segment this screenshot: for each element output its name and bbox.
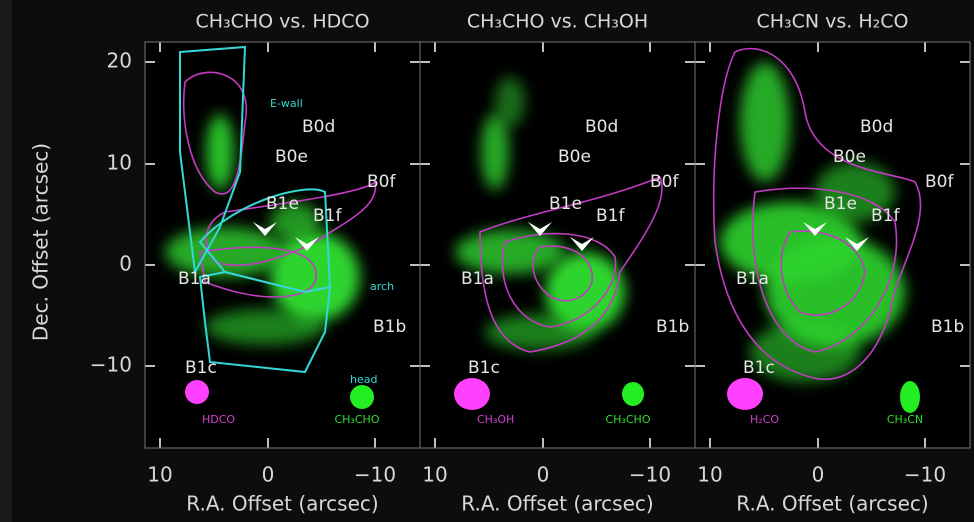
- contour: [752, 187, 898, 353]
- arrow: [295, 237, 319, 251]
- y-tick-label: 20: [107, 49, 132, 73]
- emission: [815, 162, 895, 222]
- frame: [694, 41, 971, 449]
- region-label: arch: [370, 280, 394, 293]
- source-label: B0e: [275, 147, 308, 167]
- emission: [206, 114, 234, 190]
- source-label: B0f: [367, 172, 396, 192]
- contour: [479, 175, 663, 353]
- region-label: E-wall: [270, 97, 303, 110]
- x-tick-label: 0: [812, 463, 825, 487]
- source-label: B1f: [596, 206, 625, 226]
- source-label: B0d: [860, 117, 893, 137]
- beam-label: H₂CO: [750, 413, 779, 426]
- arrow: [528, 222, 552, 236]
- source-label: B1b: [373, 317, 406, 337]
- contour: [182, 71, 248, 195]
- beam-label: HDCO: [202, 413, 235, 426]
- x-tick-label: 10: [422, 463, 447, 487]
- y-axis-label: Dec. Offset (arcsec): [29, 143, 53, 341]
- emission: [750, 322, 860, 382]
- x-tick-label: −10: [629, 463, 671, 487]
- panel: B0d B0e B0f B1e B1f B1a B1b B1c CH₃OH CH₃CHO: [419, 41, 696, 449]
- source-label: B1f: [313, 206, 342, 226]
- source-label: B1e: [266, 194, 299, 214]
- panel: E-wall arch head B0d B0e B0f B1e B1f B1a B1b B1c HD…: [144, 41, 421, 449]
- source-label: B1c: [468, 358, 500, 378]
- y-tick-label: −10: [90, 353, 132, 377]
- source-label: B1b: [931, 317, 964, 337]
- source-label: B0f: [650, 172, 679, 192]
- emission: [205, 309, 325, 345]
- region-outline: [179, 45, 247, 276]
- source-label: B1a: [461, 269, 494, 289]
- x-axis-label: R.A. Offset (arcsec): [461, 492, 653, 516]
- source-label: B1c: [743, 358, 775, 378]
- y-tick-label: 10: [107, 151, 132, 175]
- source-label: B1a: [178, 269, 211, 289]
- x-tick-label: 10: [147, 463, 172, 487]
- beam-label: CH₃CN: [887, 413, 923, 426]
- arrow: [845, 237, 869, 251]
- x-axis-label: R.A. Offset (arcsec): [736, 492, 928, 516]
- source-label: B1e: [824, 194, 857, 214]
- emission: [765, 237, 905, 347]
- source-label: B1c: [185, 358, 217, 378]
- panel-title: CH₃CN vs. H₂CO: [756, 11, 908, 33]
- arrow: [803, 222, 827, 236]
- source-label: B1f: [871, 206, 900, 226]
- beam-label: CH₃CHO: [606, 413, 651, 426]
- beam: [727, 378, 763, 410]
- region-outline: [198, 270, 332, 374]
- contour: [780, 230, 866, 316]
- x-tick-label: 0: [537, 463, 550, 487]
- beam: [900, 381, 920, 413]
- emission: [481, 114, 509, 190]
- x-axis-label: R.A. Offset (arcsec): [186, 492, 378, 516]
- x-tick-label: −10: [904, 463, 946, 487]
- panel: B0d B0e B0f B1e B1f B1a B1b B1c H₂CO CH₃CN: [694, 41, 971, 449]
- source-label: B1a: [736, 269, 769, 289]
- emission: [270, 232, 360, 322]
- source-label: B0d: [585, 117, 618, 137]
- panel-title: CH₃CHO vs. CH₃OH: [467, 11, 648, 33]
- y-tick-label: 0: [119, 252, 132, 276]
- source-label: B1e: [549, 194, 582, 214]
- x-tick-label: −10: [354, 463, 396, 487]
- beam-label: CH₃OH: [477, 413, 514, 426]
- emission: [270, 202, 320, 242]
- contour: [501, 232, 617, 328]
- emission: [740, 62, 790, 182]
- contour: [712, 47, 922, 380]
- source-label: B0d: [302, 117, 335, 137]
- emission: [495, 77, 525, 127]
- beam-label: CH₃CHO: [335, 413, 380, 426]
- beam: [454, 378, 490, 410]
- emission: [455, 230, 565, 274]
- contour: [199, 246, 317, 298]
- beam: [185, 380, 209, 404]
- source-label: B0e: [558, 147, 591, 167]
- x-tick-label: 10: [697, 463, 722, 487]
- region-label: head: [350, 373, 377, 386]
- x-tick-label: 0: [262, 463, 275, 487]
- source-label: B1b: [656, 317, 689, 337]
- source-label: B0e: [833, 147, 866, 167]
- arrow: [570, 237, 594, 251]
- region-outline: [198, 188, 332, 294]
- arrow: [253, 222, 277, 236]
- beam: [350, 385, 374, 409]
- panel-title: CH₃CHO vs. HDCO: [195, 11, 369, 33]
- source-label: B0f: [925, 172, 954, 192]
- contour: [532, 245, 593, 302]
- beam: [622, 382, 644, 406]
